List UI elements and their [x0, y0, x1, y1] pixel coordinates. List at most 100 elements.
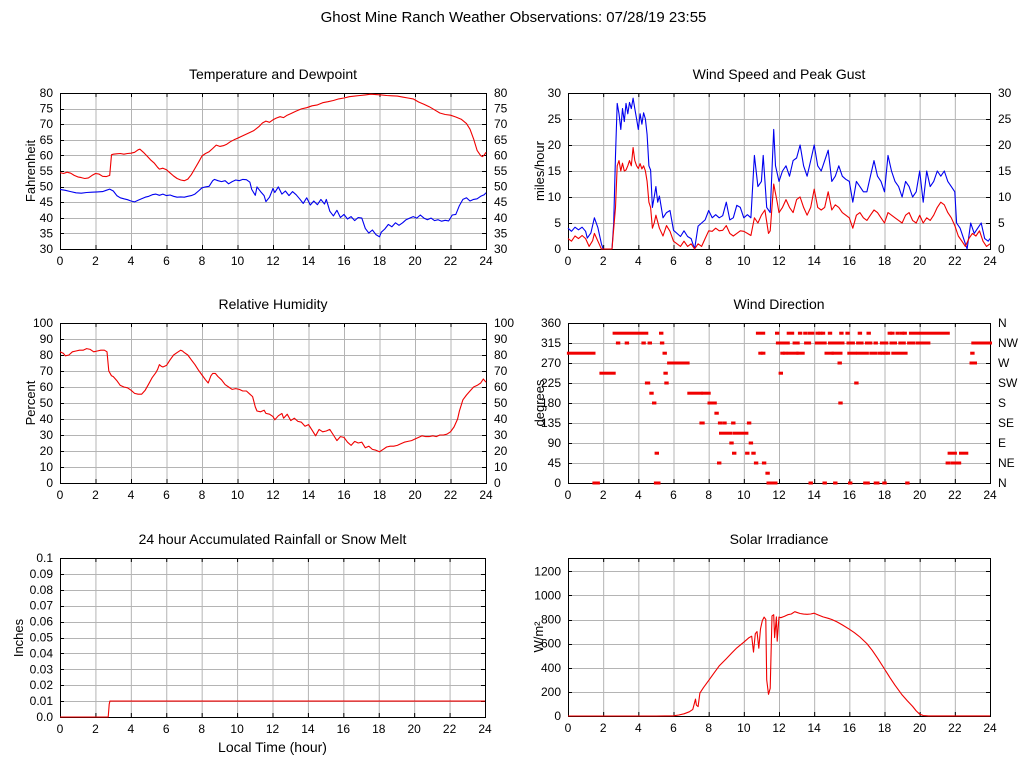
svg-text:S: S [998, 396, 1006, 410]
svg-text:4: 4 [635, 254, 642, 268]
svg-text:40: 40 [40, 211, 54, 225]
svg-text:0.1: 0.1 [36, 551, 53, 565]
svg-text:NE: NE [998, 456, 1015, 470]
svg-text:0: 0 [565, 488, 572, 502]
series-temperature [59, 93, 487, 182]
svg-text:8: 8 [705, 254, 712, 268]
svg-text:20: 20 [407, 722, 421, 736]
svg-text:10: 10 [737, 721, 751, 735]
svg-text:6: 6 [163, 722, 170, 736]
svg-text:20: 20 [913, 488, 927, 502]
svg-text:0.08: 0.08 [30, 583, 54, 597]
svg-text:20: 20 [408, 488, 422, 502]
svg-text:4: 4 [128, 488, 135, 502]
x-axis-label: Local Time (hour) [218, 739, 327, 755]
svg-text:10: 10 [40, 460, 54, 474]
chart-title: Wind Speed and Peak Gust [692, 66, 866, 82]
svg-text:30: 30 [40, 428, 54, 442]
axis-ticks [60, 93, 487, 250]
svg-text:30: 30 [494, 242, 508, 256]
chart-title: Relative Humidity [218, 296, 328, 312]
svg-text:90: 90 [548, 436, 562, 450]
svg-text:18: 18 [878, 488, 892, 502]
y-axis-label: Fahrenheit [23, 139, 38, 203]
svg-text:75: 75 [494, 102, 508, 116]
svg-text:25: 25 [998, 112, 1012, 126]
svg-text:40: 40 [40, 412, 54, 426]
svg-text:0: 0 [565, 721, 572, 735]
svg-text:4: 4 [635, 721, 642, 735]
svg-text:70: 70 [40, 117, 54, 131]
svg-text:90: 90 [494, 332, 508, 346]
y-axis-label: degrees [532, 379, 547, 427]
svg-text:14: 14 [302, 254, 316, 268]
svg-text:16: 16 [843, 488, 857, 502]
svg-text:0.01: 0.01 [30, 694, 54, 708]
svg-text:12: 12 [266, 254, 280, 268]
svg-text:2: 2 [600, 254, 607, 268]
svg-text:65: 65 [40, 133, 54, 147]
y-axis-label: Percent [23, 380, 38, 426]
svg-text:5: 5 [554, 216, 561, 230]
svg-text:65: 65 [494, 133, 508, 147]
series-accumulated-rainfall [60, 700, 485, 718]
axis-ticks [568, 323, 991, 484]
svg-text:2: 2 [92, 254, 99, 268]
svg-text:10: 10 [230, 722, 244, 736]
svg-text:30: 30 [998, 86, 1012, 100]
series-dewpoint [59, 178, 487, 238]
svg-text:50: 50 [494, 180, 508, 194]
svg-text:8: 8 [198, 722, 205, 736]
plot-frame [60, 93, 487, 250]
svg-text:0: 0 [998, 242, 1005, 256]
svg-text:80: 80 [494, 348, 508, 362]
svg-text:0: 0 [494, 476, 501, 490]
y-axis-label: miles/hour [532, 141, 547, 201]
svg-text:14: 14 [301, 722, 315, 736]
svg-text:0: 0 [46, 476, 53, 490]
svg-text:E: E [998, 436, 1006, 450]
svg-text:16: 16 [337, 722, 351, 736]
svg-text:100: 100 [494, 316, 514, 330]
chart-title: 24 hour Accumulated Rainfall or Snow Mel… [138, 531, 407, 547]
chart-title: Temperature and Dewpoint [188, 66, 358, 82]
svg-text:0: 0 [554, 709, 561, 723]
svg-text:8: 8 [199, 488, 206, 502]
svg-text:SE: SE [998, 416, 1014, 430]
svg-text:18: 18 [373, 488, 387, 502]
svg-text:16: 16 [843, 254, 857, 268]
series-solar-irradiance [568, 611, 990, 717]
svg-text:2: 2 [600, 488, 607, 502]
axis-ticks [568, 93, 991, 250]
svg-text:10: 10 [231, 254, 245, 268]
svg-text:10: 10 [737, 254, 751, 268]
svg-text:24: 24 [983, 721, 997, 735]
svg-text:0.0: 0.0 [36, 710, 53, 724]
svg-text:6: 6 [670, 488, 677, 502]
svg-text:24: 24 [479, 254, 493, 268]
svg-text:60: 60 [40, 380, 54, 394]
svg-text:24: 24 [478, 722, 492, 736]
svg-text:18: 18 [373, 254, 387, 268]
svg-text:70: 70 [494, 364, 508, 378]
gridlines [568, 558, 990, 716]
svg-text:14: 14 [807, 721, 821, 735]
svg-text:6: 6 [670, 721, 677, 735]
svg-text:0: 0 [554, 242, 561, 256]
gridlines [568, 323, 990, 483]
svg-text:80: 80 [494, 86, 508, 100]
svg-text:24: 24 [479, 488, 493, 502]
svg-text:12: 12 [772, 488, 786, 502]
svg-text:0.06: 0.06 [30, 615, 54, 629]
svg-text:80: 80 [40, 348, 54, 362]
svg-text:5: 5 [998, 216, 1005, 230]
svg-text:90: 90 [40, 332, 54, 346]
svg-text:0.07: 0.07 [30, 599, 54, 613]
svg-text:18: 18 [878, 721, 892, 735]
svg-text:30: 30 [40, 242, 54, 256]
svg-text:6: 6 [670, 254, 677, 268]
svg-text:10: 10 [998, 190, 1012, 204]
